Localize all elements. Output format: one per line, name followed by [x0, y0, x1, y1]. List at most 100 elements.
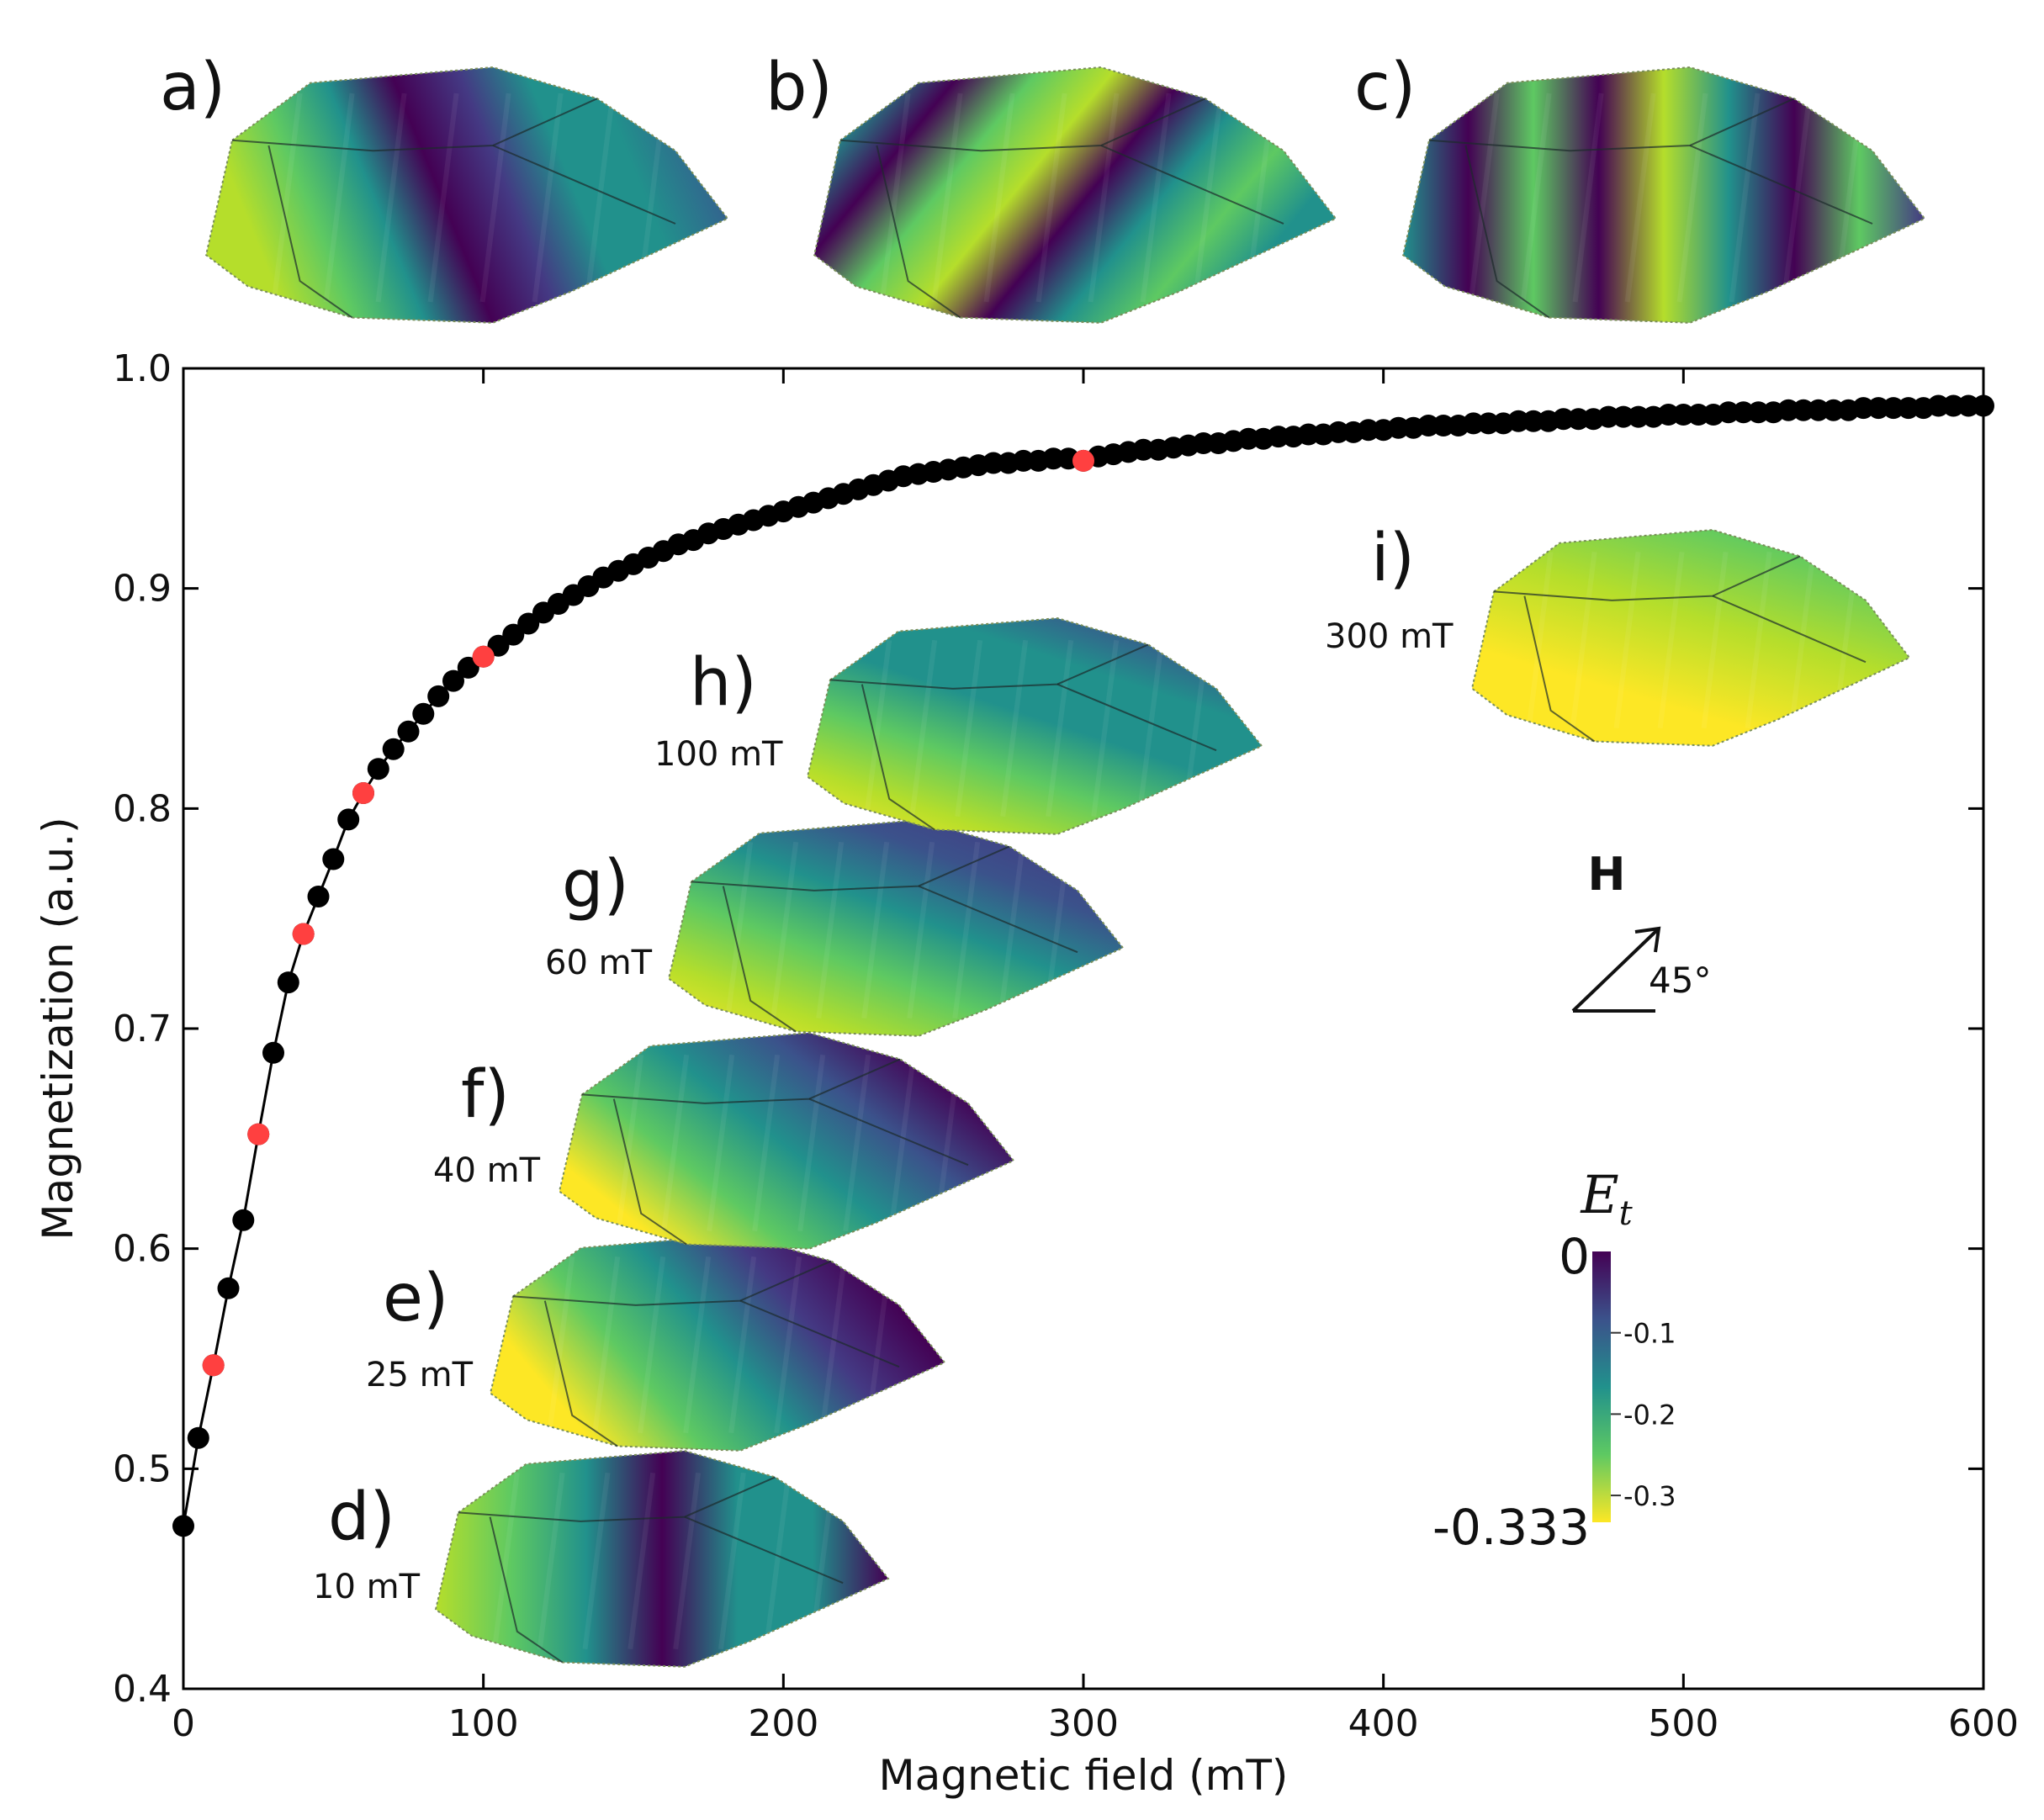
data-point — [412, 702, 435, 725]
inset-panels: d) 10 mT e) 25 mT f) 40 mT g) 60 mT h) 100 mT i) 30… — [313, 521, 1911, 1668]
panel-c-texture — [1833, 93, 1865, 303]
x-tick-label: 600 — [1948, 1702, 2019, 1745]
data-point — [1042, 447, 1065, 470]
panel-c-snapshot — [1401, 66, 1926, 324]
data-point — [367, 758, 389, 780]
panel-d-snapshot — [434, 1449, 890, 1668]
panel-d-edge — [458, 1476, 776, 1522]
panel-e-texture — [547, 1256, 575, 1434]
data-point — [1882, 397, 1904, 420]
x-axis-label: Magnetic field (mT) — [879, 1751, 1289, 1800]
panel-f-texture — [843, 1054, 871, 1232]
data-point — [1732, 401, 1755, 424]
panel-b-edge — [839, 98, 1206, 152]
panel-h-texture — [909, 639, 938, 817]
highlighted-point-g — [352, 782, 374, 804]
x-tick-label: 100 — [448, 1702, 519, 1745]
data-point — [1973, 394, 1994, 417]
panel-g-edge — [691, 845, 1010, 891]
panel-e-texture — [592, 1256, 621, 1434]
x-tick-label: 300 — [1048, 1702, 1119, 1745]
panel-d-texture — [673, 1472, 702, 1650]
y-tick-label: 0.7 — [113, 1008, 172, 1050]
panel-i-texture — [1832, 551, 1860, 729]
panel-a-edge — [492, 145, 676, 225]
colorbar-min-label: -0.333 — [1432, 1499, 1590, 1556]
x-tick-label: 0 — [172, 1702, 195, 1745]
panel-c-edge — [1464, 145, 1550, 319]
data-point — [1852, 397, 1875, 420]
panel-field-h: 100 mT — [654, 735, 783, 774]
panel-i-edge — [1523, 595, 1596, 743]
panel-h-texture — [1000, 639, 1029, 817]
panel-h-texture — [1091, 639, 1120, 817]
data-point — [1132, 438, 1155, 461]
highlighted-point-h — [472, 645, 495, 668]
panel-label-e: e) — [383, 1261, 448, 1336]
data-point — [1792, 399, 1814, 421]
panel-field-d: 10 mT — [313, 1568, 421, 1606]
y-tick-label: 0.4 — [113, 1668, 172, 1711]
panel-a-texture — [271, 93, 303, 303]
data-point — [1942, 394, 1965, 417]
data-point — [1597, 405, 1620, 428]
panel-g-texture — [725, 841, 754, 1019]
panel-e-edge — [543, 1300, 618, 1447]
data-point — [187, 1426, 209, 1449]
y-axis-label: Magnetization (a.u.) — [34, 817, 82, 1240]
panel-d-texture — [537, 1472, 565, 1650]
top-panels: a) b) c) — [160, 50, 1926, 324]
data-point — [1327, 421, 1350, 443]
panel-d-texture — [718, 1472, 746, 1650]
panel-g-texture — [1043, 841, 1072, 1019]
panel-g-edge — [722, 886, 797, 1033]
panel-b-snapshot — [813, 66, 1337, 324]
panel-label-h: h) — [690, 645, 757, 721]
panel-b-texture — [1192, 93, 1224, 303]
field-angle: 45° — [1649, 960, 1711, 1001]
data-point — [322, 848, 345, 870]
panel-c-texture — [1676, 93, 1708, 303]
panel-h-texture — [1182, 639, 1210, 817]
panel-g-texture — [998, 841, 1026, 1019]
colorbar-gradient — [1592, 1251, 1611, 1522]
field-arrow-icon — [1571, 926, 1661, 1013]
panel-b-texture — [879, 93, 911, 303]
panel-d-texture — [627, 1472, 656, 1650]
panel-label-i: i) — [1371, 521, 1415, 596]
data-point — [277, 971, 299, 994]
panel-a-edge — [231, 98, 598, 152]
panel-f-texture — [752, 1054, 781, 1232]
panel-i-texture — [1657, 551, 1685, 729]
x-tick-label: 400 — [1348, 1702, 1419, 1745]
panel-i-texture — [1788, 551, 1816, 729]
data-point — [232, 1209, 255, 1231]
panel-i-snapshot — [1470, 528, 1911, 747]
panel-b-texture — [1088, 93, 1120, 303]
data-point — [1657, 404, 1680, 426]
x-tick-label: 500 — [1648, 1702, 1718, 1745]
data-point — [1012, 449, 1035, 472]
data-point — [1567, 408, 1590, 431]
panel-h-texture — [955, 639, 983, 817]
panel-h-particle — [806, 616, 1263, 835]
data-point — [1522, 410, 1544, 432]
panel-c-edge — [1428, 98, 1795, 152]
panel-f-texture — [797, 1054, 826, 1232]
panel-label-c: c) — [1354, 50, 1416, 125]
panel-f-edge — [808, 1098, 969, 1167]
y-tick-label: 0.8 — [113, 787, 172, 830]
data-point — [172, 1515, 194, 1537]
panel-g-texture — [861, 841, 890, 1019]
panel-b-texture — [931, 93, 963, 303]
data-point — [1462, 412, 1485, 435]
panel-c-texture — [1572, 93, 1604, 303]
data-point — [1897, 397, 1920, 420]
panel-d-texture — [582, 1472, 611, 1650]
panel-d-particle — [434, 1449, 890, 1668]
panel-g-snapshot — [667, 818, 1125, 1037]
panel-f-snapshot — [558, 1031, 1015, 1250]
data-point — [397, 720, 420, 743]
panel-label-d: d) — [328, 1479, 395, 1555]
panel-e-texture — [819, 1256, 848, 1434]
